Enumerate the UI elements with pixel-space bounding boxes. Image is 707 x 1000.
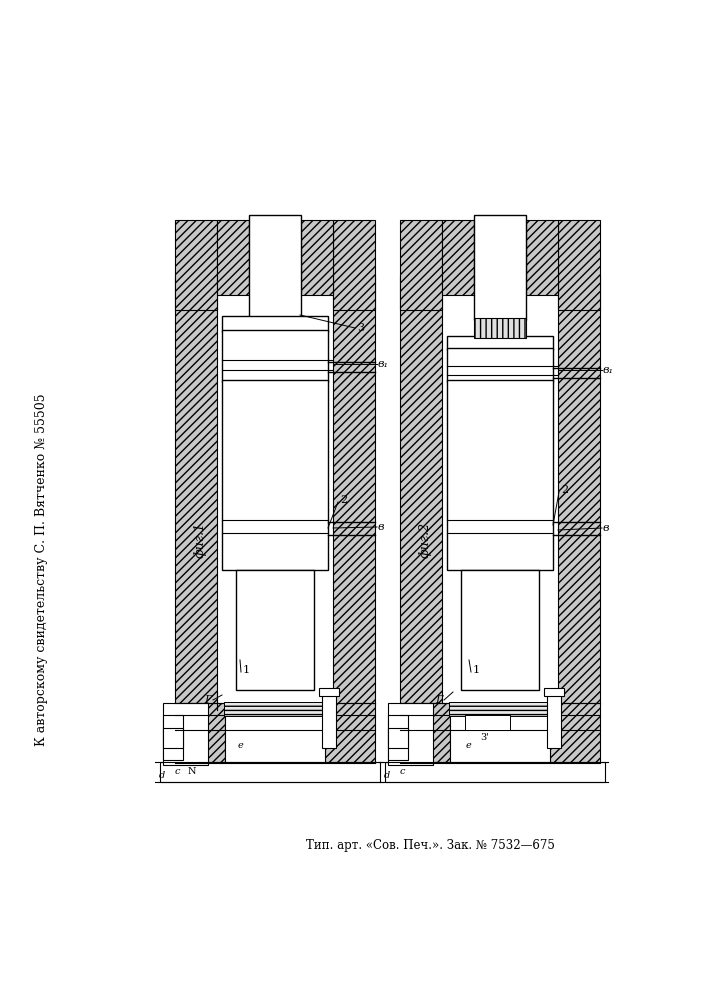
Bar (225, 703, 325, 765)
Text: Тип. арт. «Сов. Печ.». Зак. № 7532—675: Тип. арт. «Сов. Печ.». Зак. № 7532—675 (305, 838, 554, 852)
Bar (400, 275, 442, 705)
Text: 2: 2 (340, 495, 347, 505)
Bar (547, 693, 561, 748)
Bar (400, 220, 442, 310)
Bar (400, 703, 450, 765)
Text: с: с (399, 768, 404, 776)
Bar (163, 715, 183, 760)
Bar (558, 220, 600, 310)
Bar (224, 702, 326, 716)
Bar (447, 380, 553, 570)
Bar (222, 380, 328, 570)
Bar (175, 220, 217, 310)
Bar (322, 693, 336, 748)
Bar (163, 728, 183, 748)
Bar (447, 336, 553, 350)
Bar (465, 715, 510, 730)
Bar (550, 703, 600, 765)
Text: К авторскому свидетельству С. П. Вятченко № 55505: К авторскому свидетельству С. П. Вятченк… (35, 394, 49, 746)
Bar (160, 762, 380, 782)
Bar (474, 215, 526, 320)
Bar (175, 703, 225, 765)
Bar (558, 275, 600, 705)
Bar (249, 215, 301, 320)
Bar (301, 220, 333, 295)
Bar (388, 728, 408, 748)
Text: фиг.1: фиг.1 (194, 522, 206, 558)
Text: е: е (237, 740, 243, 750)
Bar (333, 275, 375, 705)
Text: 2: 2 (561, 485, 568, 495)
Bar (474, 318, 526, 338)
Bar (388, 715, 408, 760)
Text: 1: 1 (243, 665, 250, 675)
Bar (449, 702, 551, 716)
Text: Г: Г (436, 695, 443, 705)
Bar (175, 275, 217, 705)
Bar (236, 570, 314, 690)
Bar (217, 220, 249, 295)
Text: в: в (378, 522, 385, 532)
Bar (319, 688, 339, 696)
Text: 1: 1 (473, 665, 480, 675)
Bar (325, 703, 375, 765)
Bar (461, 570, 539, 690)
Text: d: d (384, 770, 390, 780)
Text: 3': 3' (481, 732, 489, 742)
Text: в₁: в₁ (603, 365, 614, 375)
Bar (385, 762, 605, 782)
Bar (388, 703, 433, 765)
Text: е: е (465, 740, 471, 750)
Text: N: N (188, 768, 197, 776)
Bar (222, 330, 328, 382)
Bar (447, 348, 553, 382)
Bar (544, 688, 564, 696)
Bar (163, 703, 208, 765)
Text: фиг.2: фиг.2 (419, 522, 431, 558)
Bar (442, 220, 474, 295)
Bar (333, 220, 375, 310)
Text: Г: Г (204, 695, 212, 705)
Bar (222, 316, 328, 332)
Text: в: в (603, 523, 609, 533)
Text: 3: 3 (357, 323, 364, 333)
Text: d: d (159, 770, 165, 780)
Bar (450, 703, 550, 765)
Bar (526, 220, 558, 295)
Text: с: с (174, 768, 180, 776)
Text: в₁: в₁ (378, 359, 389, 369)
